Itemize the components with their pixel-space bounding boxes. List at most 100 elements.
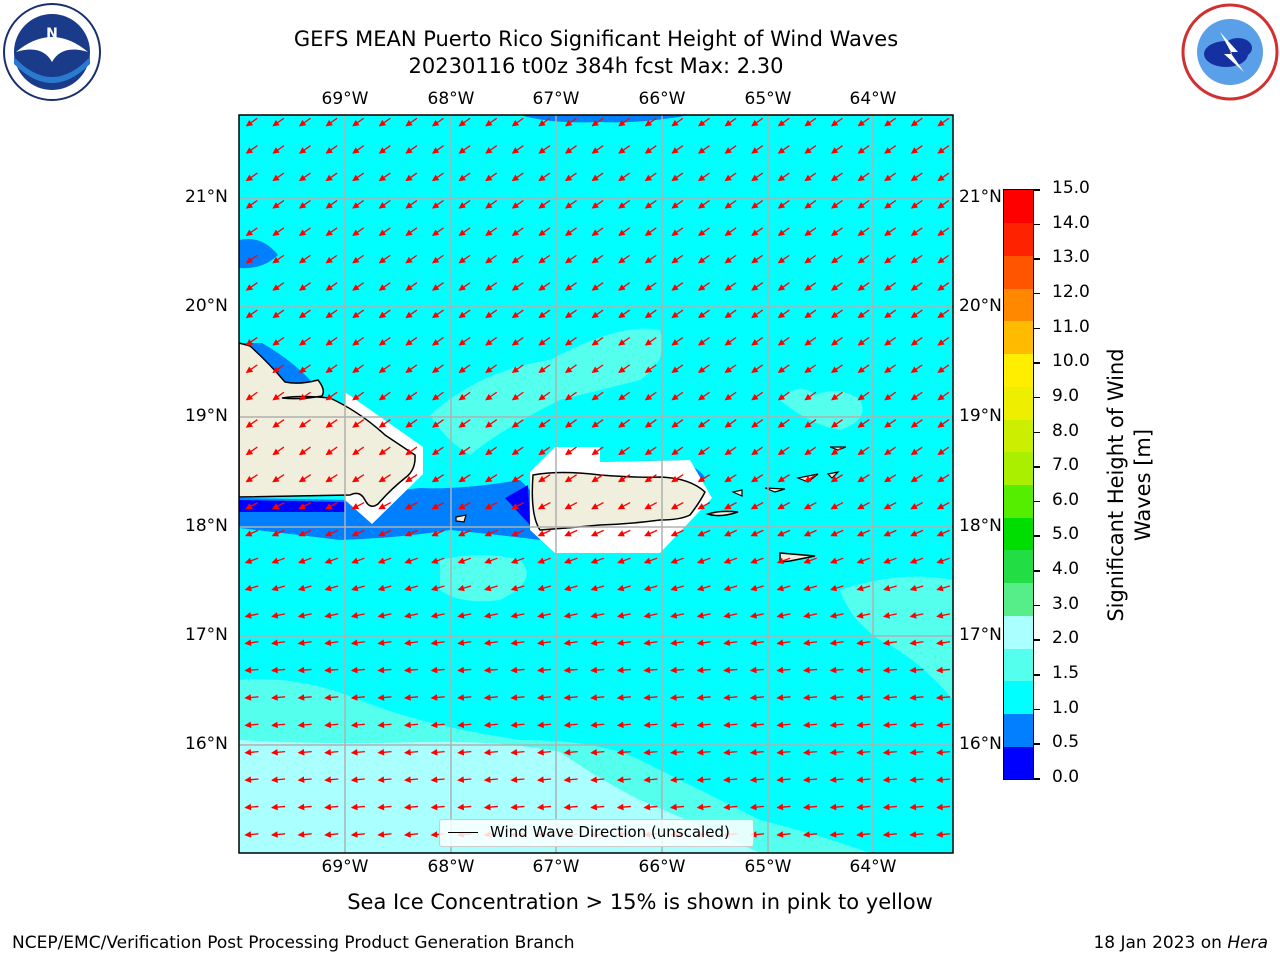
wind-arrowhead bbox=[352, 393, 360, 401]
wind-arrowhead bbox=[776, 694, 784, 701]
wind-arrowhead bbox=[511, 256, 520, 264]
wind-arrowhead bbox=[564, 448, 573, 456]
wind-arrowhead bbox=[884, 119, 892, 127]
wind-arrowhead bbox=[297, 639, 305, 647]
wind-arrowhead bbox=[697, 284, 706, 291]
wind-arrowhead bbox=[777, 530, 785, 537]
wind-arrowhead bbox=[884, 421, 892, 428]
wind-arrowhead bbox=[751, 174, 759, 182]
wind-arrowhead bbox=[538, 366, 546, 373]
wind-arrowhead bbox=[431, 256, 440, 264]
wind-arrowhead bbox=[485, 421, 493, 428]
wind-arrowhead bbox=[271, 721, 278, 729]
wind-arrowhead bbox=[670, 530, 679, 537]
wind-arrowhead bbox=[616, 748, 624, 756]
lon-label-bottom: 69°W bbox=[321, 857, 369, 877]
wind-arrowhead bbox=[882, 639, 890, 647]
wind-arrowhead bbox=[909, 584, 917, 592]
wind-arrowhead bbox=[617, 584, 625, 592]
chart-subtitle: 20230116 t00z 384h fcst Max: 2.30 bbox=[408, 54, 784, 78]
wind-arrowhead bbox=[538, 421, 546, 428]
wind-arrowhead bbox=[696, 584, 705, 592]
svg-text:N: N bbox=[46, 26, 58, 42]
wind-arrowhead bbox=[485, 202, 493, 209]
wind-arrowhead bbox=[856, 612, 864, 619]
wind-arrowhead bbox=[830, 448, 839, 456]
land-island bbox=[826, 471, 840, 479]
wind-arrowhead bbox=[696, 776, 704, 783]
colorbar-tick-mark bbox=[1034, 604, 1040, 607]
wind-arrowhead bbox=[856, 748, 864, 756]
wind-arrowhead bbox=[857, 284, 865, 291]
wind-arrowhead bbox=[749, 666, 757, 674]
lat-label-right: 16°N bbox=[959, 734, 1002, 754]
wind-arrowhead bbox=[511, 339, 520, 346]
wind-arrowhead bbox=[378, 147, 387, 154]
wind-arrowhead bbox=[882, 694, 890, 701]
chart-title: GEFS MEAN Puerto Rico Significant Height… bbox=[293, 27, 899, 51]
wind-arrowhead bbox=[272, 256, 280, 264]
wind-arrowhead bbox=[829, 721, 837, 729]
wind-arrowhead bbox=[563, 803, 571, 811]
wind-arrowhead bbox=[670, 557, 678, 564]
date-text: 18 Jan 2023 on bbox=[1093, 933, 1228, 953]
wind-arrowhead bbox=[564, 119, 573, 127]
wind-arrowhead bbox=[670, 803, 677, 811]
wind-arrowhead bbox=[564, 366, 573, 373]
wind-arrowhead bbox=[618, 229, 626, 236]
wind-arrowhead bbox=[750, 584, 758, 592]
date-stamp: 18 Jan 2023 on Hera bbox=[1093, 933, 1268, 953]
wind-arrowhead bbox=[430, 584, 439, 592]
wind-arrowhead bbox=[590, 639, 598, 647]
wind-arrowhead bbox=[857, 448, 865, 456]
wind-arrowhead bbox=[431, 557, 439, 564]
wind-arrowhead bbox=[749, 776, 757, 783]
wind-arrowhead bbox=[271, 831, 278, 838]
wind-arrowhead bbox=[616, 721, 624, 729]
wind-arrowhead bbox=[510, 584, 518, 592]
wind-arrowhead bbox=[431, 475, 440, 483]
wind-arrowhead bbox=[644, 174, 653, 182]
wind-arrowhead bbox=[564, 475, 573, 483]
wind-arrowhead bbox=[856, 530, 865, 537]
colorbar-tick-label: 1.5 bbox=[1052, 663, 1080, 684]
wind-arrowhead bbox=[484, 584, 492, 592]
wind-arrowhead bbox=[884, 339, 892, 346]
wind-arrowhead bbox=[857, 393, 865, 401]
colorbar-tick-label: 13.0 bbox=[1052, 247, 1090, 268]
wind-arrowhead bbox=[776, 748, 784, 756]
colorbar-tick-mark bbox=[1034, 223, 1040, 226]
wave-region-shallow bbox=[520, 115, 690, 123]
wind-arrowhead bbox=[244, 639, 252, 647]
wind-arrowhead bbox=[244, 721, 252, 729]
wind-arrowhead bbox=[325, 174, 333, 182]
wind-arrowhead bbox=[537, 776, 544, 783]
wind-arrowhead bbox=[671, 202, 679, 209]
wind-arrowhead bbox=[244, 612, 252, 619]
colorbar-tick-mark bbox=[1034, 431, 1040, 434]
wind-arrowhead bbox=[777, 311, 786, 319]
wind-arrowhead bbox=[485, 174, 493, 182]
wind-arrowhead bbox=[458, 448, 466, 456]
wind-arrowhead bbox=[430, 666, 438, 674]
wind-arrowhead bbox=[749, 803, 757, 811]
wind-arrowhead bbox=[564, 174, 573, 182]
wind-arrowhead bbox=[830, 202, 839, 209]
wind-arrowhead bbox=[511, 202, 520, 209]
wind-arrowhead bbox=[724, 393, 732, 401]
wind-arrowhead bbox=[431, 366, 440, 373]
wind-arrowhead bbox=[671, 284, 679, 291]
wind-arrowhead bbox=[670, 748, 677, 756]
wind-arrowhead bbox=[325, 503, 333, 510]
wind-arrowhead bbox=[590, 530, 599, 537]
wind-arrowhead bbox=[804, 119, 812, 127]
wind-arrowhead bbox=[378, 530, 386, 537]
wind-arrowhead bbox=[803, 803, 810, 811]
wind-arrowhead bbox=[324, 803, 332, 811]
wind-arrowhead bbox=[377, 776, 385, 783]
wind-arrowhead bbox=[484, 557, 492, 564]
wind-arrowhead bbox=[910, 366, 919, 373]
wind-arrowhead bbox=[537, 612, 545, 619]
wind-arrowhead bbox=[297, 803, 305, 811]
wind-arrowhead bbox=[643, 639, 651, 647]
